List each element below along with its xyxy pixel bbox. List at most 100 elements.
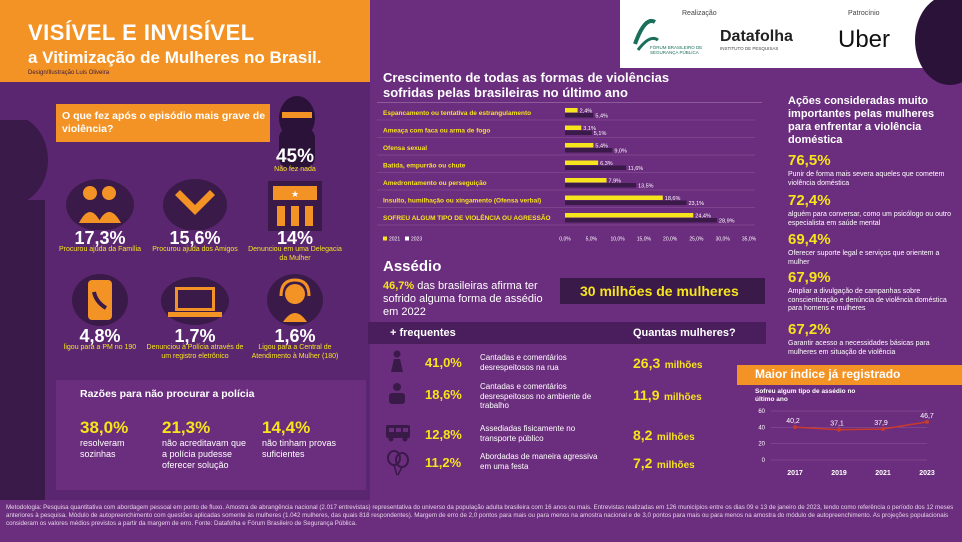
acao-5-text: Garantir acesso a necessidades básicas p… [788,340,930,356]
line-chart-title: Maior índice já registrado [755,367,901,381]
bar-axis-tick: 20,0% [663,237,678,243]
realizacao-label: Realização [682,10,717,17]
line-point [837,427,841,432]
bar-value-label: 5,4% [595,114,608,120]
bar-value-label: 24,4% [695,214,711,220]
svg-text:★: ★ [291,189,299,199]
assedio-row-2-text: Cantadas e comentários desrespeitosos no… [480,382,592,410]
razao-1-text: resolveram sozinhas [80,438,125,459]
assedio-row-1-qty: 26,3 milhões [633,355,703,373]
assedio-row-4-pct: 11,2% [425,455,462,470]
assedio-row-2-number: 11,9 [633,387,660,403]
eletronico-label: Denunciou à Polícia através de um regist… [146,344,244,360]
bar-axis-tick: 25,0% [689,237,704,243]
line-value-label: 37,1 [830,421,844,428]
bar-category-label: Amedrontamento ou perseguição [383,180,487,187]
bar-axis-tick: 35,0% [742,237,757,243]
design-credit: Design/Ilustração Luis Oliveira [28,70,110,76]
frequentes-label: + frequentes [390,327,456,339]
razao-2-pct: 21,3% [162,418,211,437]
razoes-box [56,380,366,490]
bar-axis-tick: 5,0% [586,237,598,243]
family-hug-icon [66,179,134,230]
amigos-pct: 15,6% [169,228,221,248]
eletronico-pct: 1,7% [174,326,216,346]
line-point [881,427,885,432]
bar-axis-tick: 15,0% [637,237,652,243]
bar-2021 [565,108,578,113]
bus-icon [386,425,410,442]
assedio-title: Assédio [383,258,442,275]
footer [0,500,962,542]
bar-2021 [565,195,663,200]
acao-3-text: Oferecer suporte legal e serviços que or… [788,250,940,266]
assedio-row-4-text: Abordadas de maneira agressiva em uma fe… [480,452,598,471]
question-text: O que fez após o episódio mais grave de … [62,110,266,135]
maior-indice-header [737,365,962,385]
assedio-row-3-number: 8,2 [633,427,653,443]
central180-pct: 1,6% [274,326,316,346]
bar-2023 [565,148,613,153]
woman-silhouette-left-icon [0,120,48,500]
line-point [925,419,929,424]
legend-swatch-2023 [405,236,409,241]
logos-area [620,0,962,68]
bar-value-label: 18,6% [665,196,681,202]
assedio-row-2-pct: 18,6% [425,387,462,402]
mulheres-text: 30 milhões de mulheres [580,283,739,299]
assedio-row-1-text: Cantadas e comentários desrespeitosos na… [480,353,567,372]
assedio-text: 46,7% das brasileiras afirma ter sofrido… [383,280,553,319]
delegacia-pct: 14% [276,228,314,248]
line-chart-box [737,385,962,485]
line-chart: 0 20 40 60 40,2 2017 37,1 2019 37,9 2021 46,7 2023 [758,409,935,477]
uber-logo: Uber [838,26,891,53]
assedio-row-4-number: 7,2 [633,455,653,471]
central180-label: Ligou para a Central de Atendimento à Mu… [251,344,339,360]
page-title: VISÍVEL E INVISÍVEL [28,20,255,45]
legend-label-2023: 2023 [411,237,422,243]
razao-2-text: não acreditavam que a polícia pudesse of… [162,438,247,470]
acao-4-text: Ampliar a divulgação de campanhas sobre … [788,288,947,312]
bar-category-label: Ofensa sexual [383,145,427,152]
acao-2-text: alguém para conversar, como um psicólogo… [788,211,952,227]
line-y-tick: 0 [762,458,766,464]
acao-4-pct: 67,9% [788,269,831,286]
patrocinio-label: Patrocínio [848,10,880,17]
amigos-label: Procurou ajuda dos Amigos [152,246,238,253]
fbsp-logo-icon [633,19,659,51]
bar-value-label: 13,5% [638,184,654,190]
line-y-tick: 60 [758,409,765,415]
bar-value-label: 7,9% [609,179,622,185]
bar-2023 [565,218,717,223]
bar-chart: Espancamento ou tentativa de estrangulam… [377,108,757,243]
assedio-row-3-qty: 8,2 milhões [633,427,695,445]
bar-category-label: Insulto, humilhação ou xingamento (Ofens… [383,198,541,205]
bar-2023 [565,130,592,135]
assedio-row-2-qty: 11,9 milhões [633,387,702,405]
acao-1-text: Punir de forma mais severa aqueles que c… [788,171,945,187]
line-y-tick: 20 [758,442,765,448]
bar-value-label: 28,9% [719,219,735,225]
razao-3-pct: 14,4% [262,418,311,437]
acao-2-pct: 72,4% [788,192,831,209]
bar-2023 [565,183,636,188]
razao-1-pct: 38,0% [80,418,129,437]
woman-walking-icon [391,350,403,372]
assedio-row-3-pct: 12,8% [425,427,462,442]
methodology-text: Metodologia: Pesquisa quantitativa com a… [6,504,954,527]
fbsp-name: FÓRUM BRASILEIRO DE SEGURANÇA PÚBLICA [650,45,703,55]
laptop-icon [161,277,229,325]
line-x-tick: 2019 [831,470,847,477]
bar-value-label: 3,1% [583,126,596,132]
bar-2021 [565,143,594,148]
line-value-label: 46,7 [920,413,934,420]
assedio-row-1-number: 26,3 [633,355,661,371]
frequentes-header [368,322,766,344]
quantas-label: Quantas mulheres? [633,327,736,339]
bar-axis-tick: 10,0% [610,237,625,243]
mulheres-banner [560,278,765,304]
police-station-icon: ★ [268,181,322,231]
pm190-label: ligou para a PM no 190 [63,344,137,351]
acao-3-pct: 69,4% [788,231,831,248]
assedio-row-3-text: Assediadas fisicamente no transporte púb… [480,424,576,443]
